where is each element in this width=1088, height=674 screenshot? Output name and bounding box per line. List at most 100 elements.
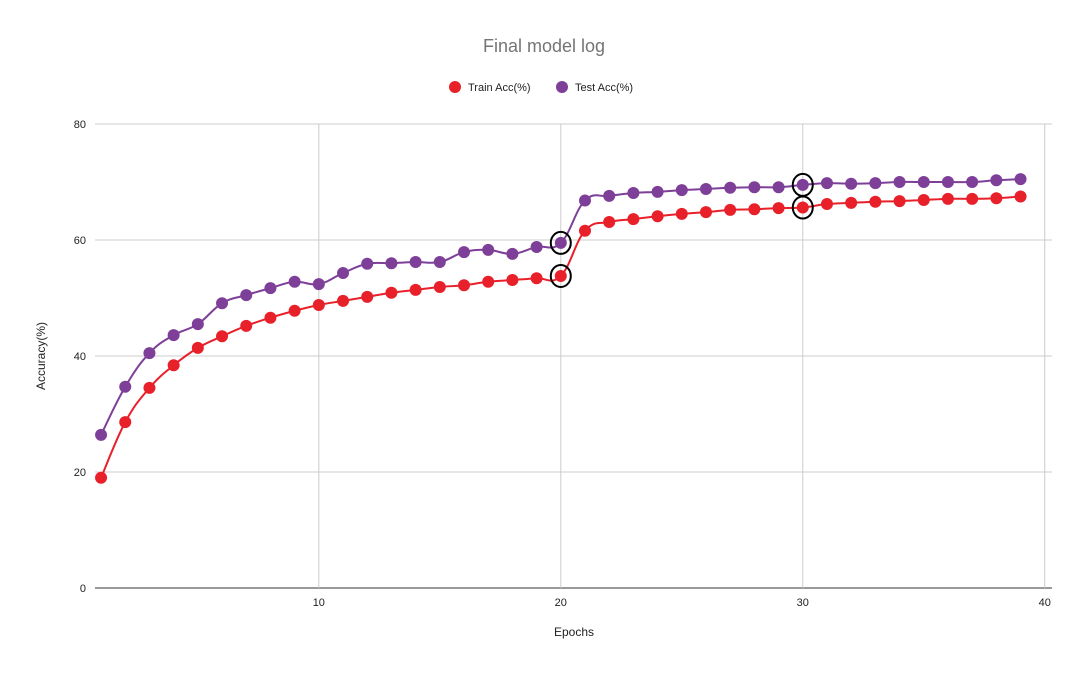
- data-point-train: [772, 202, 785, 215]
- data-point-train: [724, 203, 737, 216]
- y-tick-label: 60: [74, 235, 86, 247]
- data-point-train: [603, 216, 616, 229]
- data-point-test: [820, 177, 833, 190]
- data-point-train: [651, 210, 664, 223]
- data-point-test: [869, 177, 882, 190]
- data-point-train: [216, 330, 229, 343]
- grid: 0 20 40 60 80 10 20 30 40: [74, 119, 1052, 609]
- data-point-train: [820, 198, 833, 211]
- data-point-test: [95, 428, 108, 441]
- data-point-test: [578, 194, 591, 207]
- data-point-train: [191, 341, 204, 354]
- data-point-train: [482, 275, 495, 288]
- x-tick-label: 30: [797, 597, 809, 609]
- data-point-train: [845, 196, 858, 209]
- annotations: [549, 172, 814, 288]
- data-point-train: [893, 195, 906, 208]
- x-axis-label: Epochs: [554, 625, 594, 639]
- data-point-test: [530, 240, 543, 253]
- data-point-train: [869, 195, 882, 208]
- data-point-train: [143, 381, 156, 394]
- data-point-train: [240, 319, 253, 332]
- data-point-test: [337, 267, 350, 280]
- series-group: [95, 173, 1027, 484]
- data-point-test: [240, 289, 253, 302]
- data-point-test: [675, 184, 688, 197]
- data-point-train: [917, 193, 930, 206]
- data-point-test: [893, 176, 906, 188]
- data-point-train: [796, 201, 809, 214]
- data-point-test: [119, 380, 132, 393]
- data-point-test: [143, 347, 156, 360]
- x-tick-label: 20: [555, 597, 567, 609]
- data-point-test: [264, 282, 277, 295]
- highlight-circle: [791, 172, 814, 197]
- data-point-test: [506, 247, 519, 260]
- data-point-train: [699, 206, 712, 219]
- data-point-train: [361, 290, 374, 303]
- data-point-test: [482, 243, 495, 256]
- data-point-train: [554, 269, 567, 282]
- data-point-train: [966, 192, 979, 205]
- data-point-test: [627, 187, 640, 200]
- y-tick-label: 80: [74, 119, 86, 131]
- x-tick-label: 40: [1039, 597, 1051, 609]
- data-point-test: [433, 256, 446, 269]
- legend-marker: [556, 81, 568, 93]
- data-point-test: [651, 185, 664, 198]
- y-tick-label: 20: [74, 467, 86, 479]
- data-point-train: [990, 192, 1003, 205]
- data-point-test: [966, 176, 979, 188]
- data-point-train: [409, 283, 422, 296]
- data-point-train: [312, 298, 325, 311]
- data-point-test: [748, 181, 761, 194]
- data-point-test: [699, 182, 712, 195]
- highlight-circle: [549, 263, 572, 288]
- data-point-train: [264, 311, 277, 324]
- data-point-test: [312, 278, 325, 291]
- y-tick-label: 40: [74, 351, 86, 363]
- data-point-test: [1014, 173, 1027, 186]
- data-point-train: [119, 416, 132, 429]
- data-point-test: [167, 329, 180, 342]
- y-tick-label: 0: [80, 583, 86, 595]
- data-point-test: [409, 256, 422, 269]
- data-point-test: [458, 246, 471, 259]
- data-point-test: [990, 174, 1003, 187]
- data-point-train: [458, 279, 471, 292]
- data-point-test: [361, 257, 374, 270]
- data-point-test: [845, 177, 858, 190]
- data-point-train: [530, 272, 543, 285]
- data-point-train: [385, 286, 398, 299]
- y-axis-label: Accuracy(%): [34, 322, 48, 390]
- data-point-test: [288, 275, 301, 288]
- x-tick-label: 10: [313, 597, 325, 609]
- data-point-test: [941, 176, 954, 188]
- data-point-test: [724, 181, 737, 194]
- data-point-test: [385, 257, 398, 270]
- data-point-train: [675, 207, 688, 220]
- highlight-circle: [549, 230, 572, 255]
- data-point-test: [191, 318, 204, 331]
- data-point-test: [603, 189, 616, 202]
- data-point-train: [433, 280, 446, 293]
- data-point-train: [627, 213, 640, 226]
- data-point-test: [554, 236, 567, 249]
- data-point-train: [941, 192, 954, 205]
- data-point-train: [167, 359, 180, 372]
- legend-marker: [449, 81, 461, 93]
- data-point-train: [95, 471, 108, 484]
- data-point-test: [917, 176, 930, 188]
- legend-label: Train Acc(%): [468, 82, 531, 94]
- data-point-test: [772, 181, 785, 194]
- data-point-train: [337, 294, 350, 307]
- data-point-train: [288, 304, 301, 317]
- data-point-train: [506, 274, 519, 287]
- data-point-test: [796, 178, 809, 191]
- legend: Train Acc(%) Test Acc(%): [449, 81, 633, 94]
- data-point-test: [216, 297, 229, 310]
- chart-title: Final model log: [483, 36, 605, 56]
- data-point-train: [1014, 190, 1027, 203]
- data-point-train: [578, 224, 591, 237]
